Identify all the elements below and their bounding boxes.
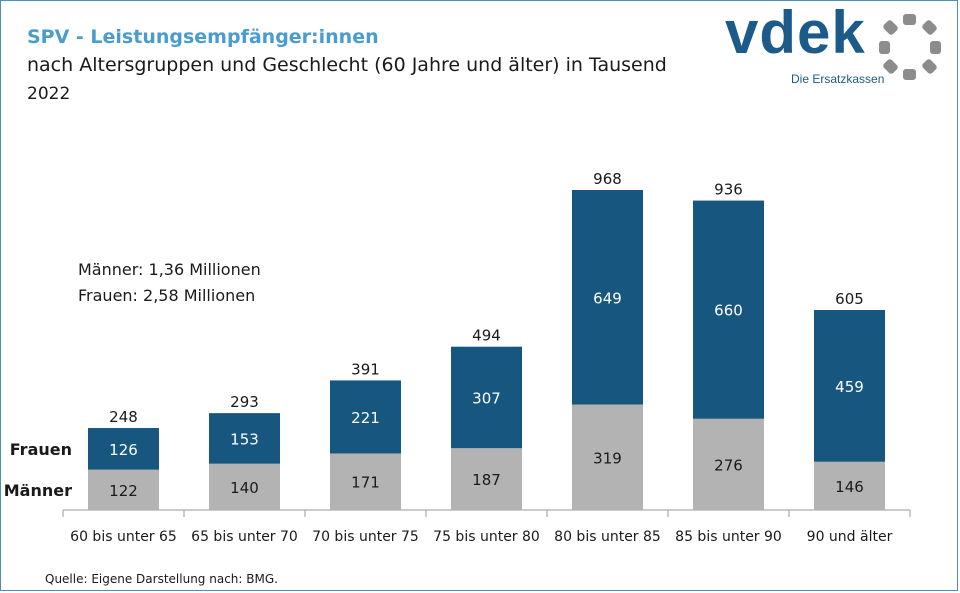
bar-maenner <box>693 418 764 510</box>
x-tick-label: 80 bis unter 85 <box>554 529 661 545</box>
x-tick-label: 85 bis unter 90 <box>675 529 782 545</box>
source-note: Quelle: Eigene Darstellung nach: BMG. <box>45 572 278 586</box>
x-tick-label: 75 bis unter 80 <box>433 529 540 545</box>
bar-maenner <box>209 463 280 510</box>
data-label-frauen: 221 <box>351 409 380 427</box>
chart-title: SPV - Leistungsempfänger:innen <box>27 26 379 48</box>
data-label-total: 391 <box>351 360 380 378</box>
data-label-maenner: 122 <box>109 482 138 500</box>
summary-men: Männer: 1,36 Millionen <box>78 260 261 279</box>
data-label-total: 936 <box>714 181 743 199</box>
bar-frauen <box>693 200 764 419</box>
summary-totals: Männer: 1,36 Millionen Frauen: 2,58 Mill… <box>78 257 261 309</box>
data-label-maenner: 171 <box>351 474 380 492</box>
vdek-logo: vdek Die Ersatzkassen <box>725 0 950 87</box>
bar-frauen <box>451 346 522 449</box>
bar-frauen <box>88 428 159 470</box>
x-tick-label: 70 bis unter 75 <box>312 529 419 545</box>
x-tick-label: 65 bis unter 70 <box>191 529 298 545</box>
data-label-frauen: 307 <box>472 389 501 407</box>
chart-subtitle: nach Altersgruppen und Geschlecht (60 Ja… <box>27 54 667 76</box>
bar-frauen <box>814 310 885 462</box>
logo-ring-icon <box>879 14 941 80</box>
summary-women: Frauen: 2,58 Millionen <box>78 286 256 305</box>
bar-maenner <box>330 453 401 510</box>
data-label-total: 293 <box>230 393 259 411</box>
bar-maenner <box>451 448 522 510</box>
data-label-maenner: 146 <box>835 478 864 496</box>
logo-tagline: Die Ersatzkassen <box>791 72 885 86</box>
legend-maenner: Männer <box>4 481 72 500</box>
legend-frauen: Frauen <box>10 440 72 459</box>
data-label-frauen: 660 <box>714 302 743 320</box>
bar-frauen <box>572 190 643 405</box>
data-label-maenner: 319 <box>593 449 622 467</box>
data-label-frauen: 459 <box>835 378 864 396</box>
data-label-maenner: 140 <box>230 479 259 497</box>
chart-year: 2022 <box>27 84 71 104</box>
data-label-frauen: 153 <box>230 430 259 448</box>
data-label-maenner: 187 <box>472 471 501 489</box>
bar-maenner <box>572 404 643 510</box>
data-label-maenner: 276 <box>714 456 743 474</box>
data-label-total: 494 <box>472 327 501 345</box>
x-tick-label: 60 bis unter 65 <box>70 529 177 545</box>
data-label-frauen: 649 <box>593 289 622 307</box>
bar-maenner <box>88 469 159 510</box>
data-label-total: 968 <box>593 170 622 188</box>
logo-wordmark: vdek <box>725 0 866 66</box>
bar-frauen <box>209 413 280 464</box>
data-label-total: 248 <box>109 408 138 426</box>
bar-frauen <box>330 380 401 454</box>
data-label-total: 605 <box>835 290 864 308</box>
x-tick-label: 90 und älter <box>807 529 893 545</box>
bar-maenner <box>814 461 885 510</box>
data-label-frauen: 126 <box>109 441 138 459</box>
